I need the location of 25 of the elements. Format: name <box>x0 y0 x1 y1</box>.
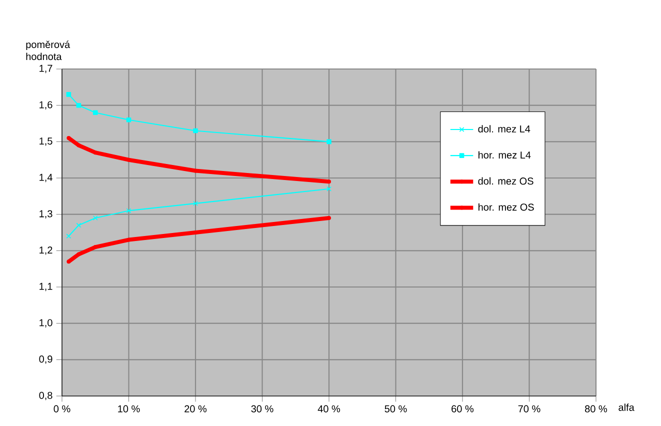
y-tick-label: 0,8 <box>39 392 52 400</box>
y-tick-label: 1,1 <box>40 282 52 292</box>
legend-label: dol. mez OS <box>478 177 534 185</box>
x-tick-label: 50 % <box>384 405 407 412</box>
x-tick-label: 80 % <box>585 405 608 412</box>
legend-label: dol. mez L4 <box>478 125 530 132</box>
x-tick-label: 60 % <box>452 405 474 412</box>
x-tick-label: 10 % <box>118 405 140 412</box>
y-tick-label: 1,6 <box>40 101 52 110</box>
x-tick-label: 70 % <box>518 405 540 412</box>
x-tick-label: 30 % <box>251 405 274 412</box>
legend-label: hor. mez OS <box>478 203 534 211</box>
y-tick-label: 1,0 <box>40 319 52 328</box>
x-tick-label: 0 % <box>54 405 70 412</box>
y-axis-title: poměrová hodnota <box>26 40 70 60</box>
y-tick-label: 1,5 <box>40 138 52 146</box>
y-tick-label: 1,4 <box>40 174 52 182</box>
x-tick-label: 40 % <box>318 405 340 412</box>
y-tick-label: 1,7 <box>40 64 52 74</box>
y-tick-label: 0,9 <box>39 356 52 364</box>
x-axis-title: alfa <box>618 404 634 411</box>
y-tick-label: 1,2 <box>40 246 52 255</box>
x-tick-label: 20 % <box>184 405 207 412</box>
legend-label: hor. mez L4 <box>478 151 531 159</box>
y-tick-label: 1,3 <box>40 210 52 218</box>
